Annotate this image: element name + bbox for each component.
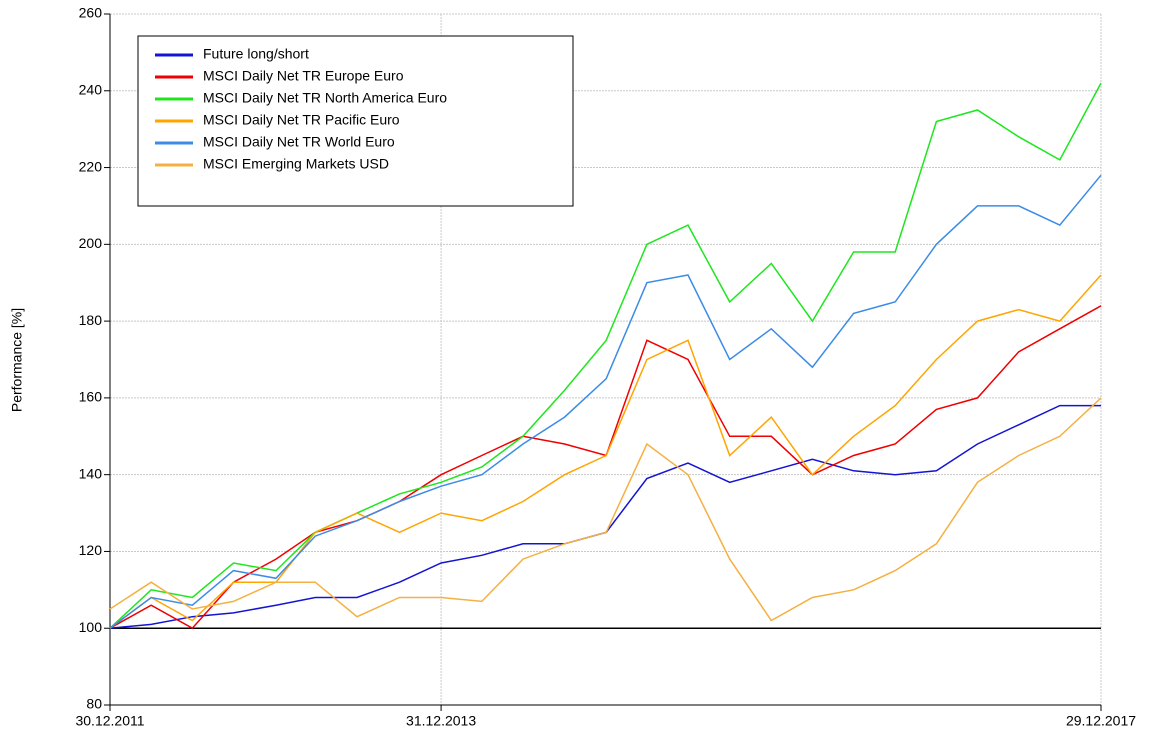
x-tick-label: 31.12.2013 — [406, 713, 476, 729]
y-tick-label: 180 — [79, 312, 103, 328]
legend: Future long/short MSCI Daily Net TR Europ… — [137, 35, 574, 207]
series-line — [109, 82, 1102, 629]
y-tick-label: 140 — [79, 465, 103, 481]
series-line — [109, 174, 1102, 629]
y-tick-label: 220 — [79, 158, 103, 174]
x-tick-label: 29.12.2017 — [1066, 713, 1136, 729]
legend-label: MSCI Emerging Markets USD — [203, 156, 389, 172]
legend-label: MSCI Daily Net TR Pacific Euro — [203, 112, 400, 128]
series-line — [109, 305, 1102, 630]
legend-label: MSCI Daily Net TR Europe Euro — [203, 68, 404, 84]
y-tick-label: 240 — [79, 81, 103, 97]
series-line — [109, 397, 1102, 622]
y-tick-label: 160 — [79, 389, 103, 405]
legend-box — [137, 35, 574, 207]
y-tick-label: 120 — [79, 542, 103, 558]
y-tick-label: 100 — [79, 619, 103, 635]
y-axis-label: Performance [%] — [9, 308, 25, 412]
y-tick-label: 260 — [79, 5, 103, 21]
y-tick-label: 80 — [86, 696, 102, 712]
x-tick-label: 30.12.2011 — [75, 713, 144, 729]
y-tick-label: 200 — [79, 235, 103, 251]
legend-label: MSCI Daily Net TR World Euro — [203, 134, 395, 150]
legend-label: MSCI Daily Net TR North America Euro — [203, 90, 447, 106]
legend-label: Future long/short — [203, 46, 309, 62]
series-line — [109, 404, 1101, 629]
